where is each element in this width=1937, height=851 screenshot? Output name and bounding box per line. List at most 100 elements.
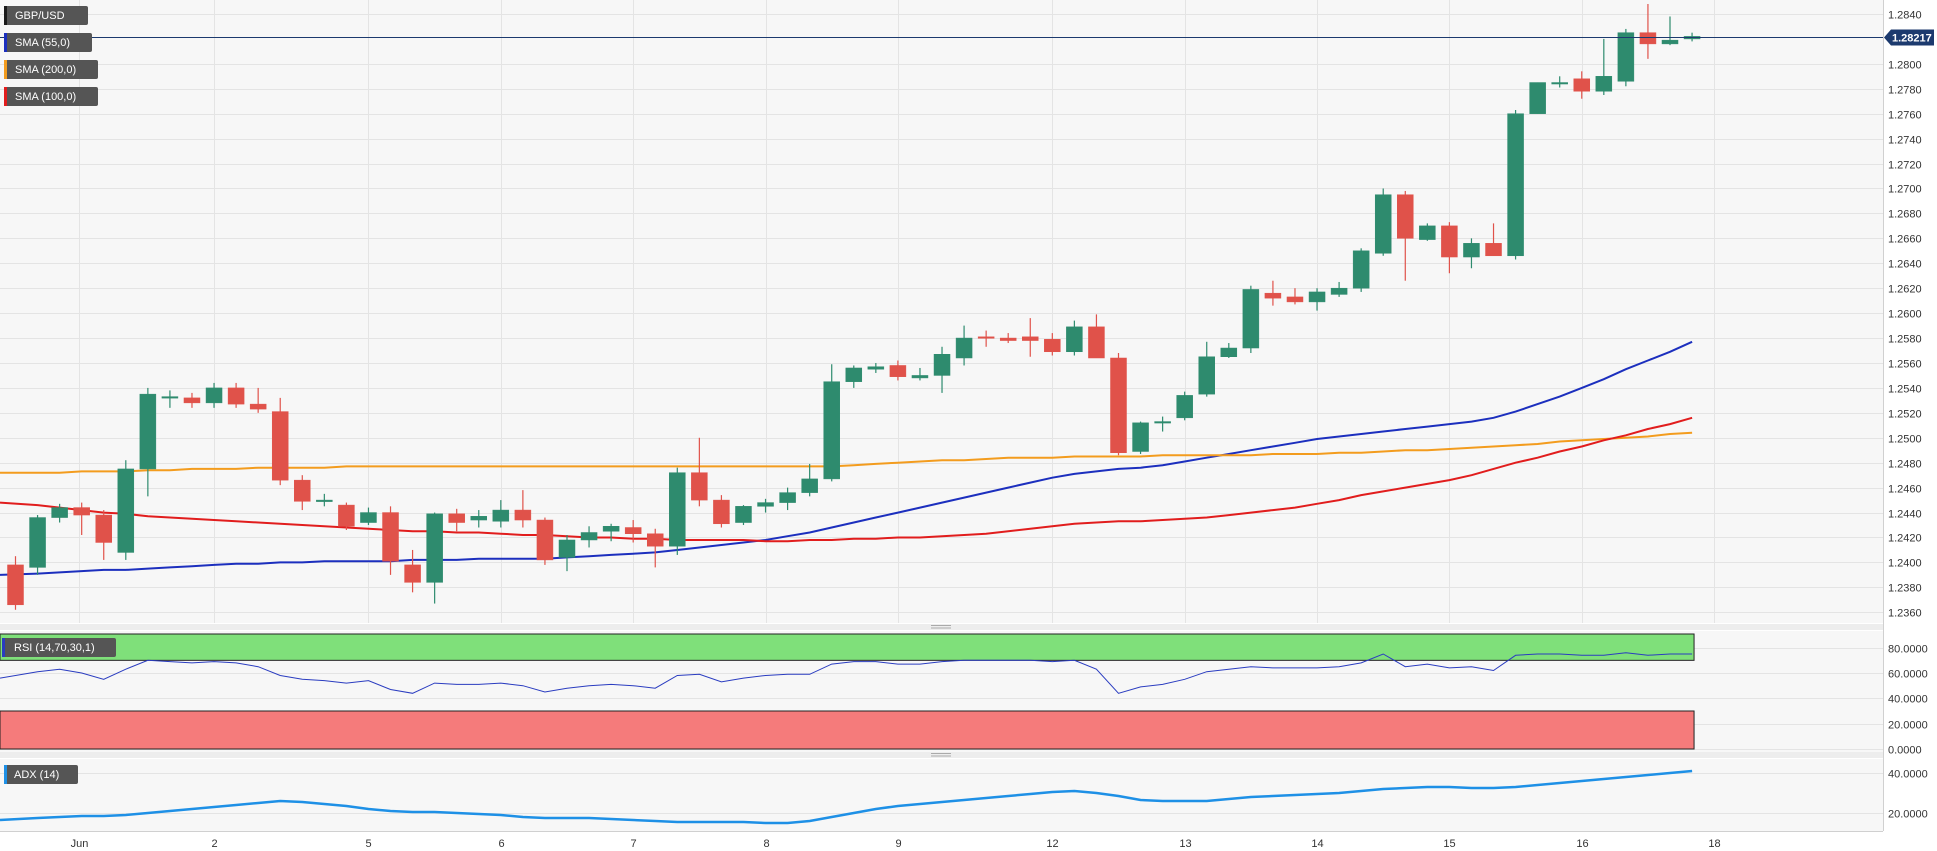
candle-body: [713, 499, 730, 525]
candle: [1088, 314, 1105, 359]
candle-body: [823, 381, 840, 480]
price-tick-label: 1.2740: [1888, 135, 1922, 147]
panel-resize-handle-1[interactable]: [0, 624, 1883, 630]
legend-item-swatch: [4, 87, 7, 106]
candle: [1352, 248, 1370, 292]
candle-body: [1088, 326, 1105, 359]
legend-item-swatch: [4, 60, 7, 79]
legend-item-swatch: [4, 6, 7, 25]
candle: [867, 362, 885, 373]
candle-body: [316, 499, 333, 502]
candle: [977, 330, 995, 347]
rsi-tick-label: 20.0000: [1888, 720, 1928, 732]
candle: [1573, 71, 1591, 99]
candle: [691, 437, 708, 507]
panel-separator-1: [0, 624, 1883, 630]
candle: [602, 523, 620, 542]
legend-item-label: SMA (200,0): [15, 64, 76, 76]
legend-item-swatch: [4, 33, 7, 52]
candle-body: [691, 472, 708, 501]
candle-body: [1661, 39, 1679, 45]
price-tick-label: 1.2580: [1888, 334, 1922, 346]
price-tick-label: 1.2720: [1888, 160, 1922, 172]
rsi-tick-label: 0.0000: [1888, 745, 1922, 757]
candle-body: [1110, 357, 1127, 453]
candle-body: [1176, 395, 1193, 419]
candle-body: [360, 512, 377, 523]
adx-line: [0, 769, 1693, 825]
price-tick-label: 1.2440: [1888, 509, 1922, 521]
legend-item-bg: [4, 87, 98, 106]
candle: [1264, 280, 1282, 306]
candle-body: [1639, 32, 1657, 45]
candle-body: [735, 506, 752, 523]
candle: [294, 475, 311, 511]
panel-resize-handle-2[interactable]: [0, 752, 1883, 758]
candle-body: [1198, 356, 1215, 395]
adx-plot-area: [0, 759, 1883, 831]
price-tick-label: 1.2500: [1888, 434, 1922, 446]
candle: [713, 495, 730, 528]
candle-body: [1066, 326, 1083, 353]
price-tick-label: 1.2420: [1888, 533, 1922, 545]
rsi-label-bg: [2, 638, 116, 657]
legend-item-label: SMA (55,0): [15, 37, 70, 49]
price-tick-label: 1.2660: [1888, 234, 1922, 246]
price-tick-label: 1.2360: [1888, 608, 1922, 620]
price-tick-label: 1.2680: [1888, 209, 1922, 221]
candle-body: [1595, 76, 1613, 92]
price-tick-label: 1.2460: [1888, 484, 1922, 496]
candle: [1419, 223, 1436, 241]
candle: [205, 382, 223, 408]
rsi-label: RSI (14,70,30,1): [14, 642, 95, 654]
candle-body: [536, 519, 554, 561]
price-tick-label: 1.2640: [1888, 259, 1922, 271]
candle: [1463, 238, 1480, 269]
candle-body: [492, 509, 510, 522]
x-tick-label: 9: [895, 838, 901, 850]
price-panel[interactable]: 1.2360 1.2380 1.2400 1.2420 1.2440 1.2460 1.24…: [0, 0, 1934, 831]
legend-item-bg: [4, 33, 92, 52]
candle: [624, 520, 642, 543]
panel-separator-2: [0, 752, 1883, 758]
x-tick-label: 8: [763, 838, 769, 850]
rsi-label-swatch: [2, 638, 5, 657]
x-tick-label: 13: [1179, 838, 1191, 850]
adx-panel[interactable]: 20.0000 40.0000 ADX (14): [0, 759, 1928, 831]
current-price-badge: 1.28217: [1884, 29, 1934, 46]
candle: [735, 505, 752, 526]
candle-body: [1485, 243, 1502, 257]
candle: [227, 382, 245, 408]
rsi-tick-label: 60.0000: [1888, 669, 1928, 681]
candle: [757, 498, 774, 513]
candle-body: [271, 411, 289, 481]
rsi-panel[interactable]: 0.0000 20.0000 40.0000 60.0000 80.0000 RSI (…: [0, 631, 1928, 757]
candle-body: [646, 533, 664, 547]
candle-body: [779, 492, 796, 503]
candle-body: [73, 507, 90, 516]
candle: [1286, 288, 1304, 305]
price-tick-label: 1.2620: [1888, 284, 1922, 296]
candle-body: [867, 366, 885, 370]
price-tick-label: 1.2520: [1888, 409, 1922, 421]
candle-body: [1374, 194, 1392, 254]
candle: [889, 360, 907, 381]
price-tick-label: 1.2800: [1888, 60, 1922, 72]
candle: [1529, 82, 1546, 114]
legend-item-bg: [4, 6, 88, 25]
legend-item: SMA (55,0): [4, 33, 92, 52]
candle-body: [29, 517, 46, 568]
candle: [1551, 76, 1568, 88]
candle: [1198, 341, 1215, 397]
candle: [514, 490, 532, 528]
adx-grid: [0, 773, 1883, 814]
candle-body: [1242, 289, 1260, 349]
x-tick-label: 7: [630, 838, 636, 850]
candle: [492, 500, 510, 528]
adx-tick-label: 40.0000: [1888, 769, 1928, 781]
candle-body: [1022, 336, 1039, 341]
legend-item-label: SMA (100,0): [15, 91, 76, 103]
candle: [51, 503, 68, 523]
